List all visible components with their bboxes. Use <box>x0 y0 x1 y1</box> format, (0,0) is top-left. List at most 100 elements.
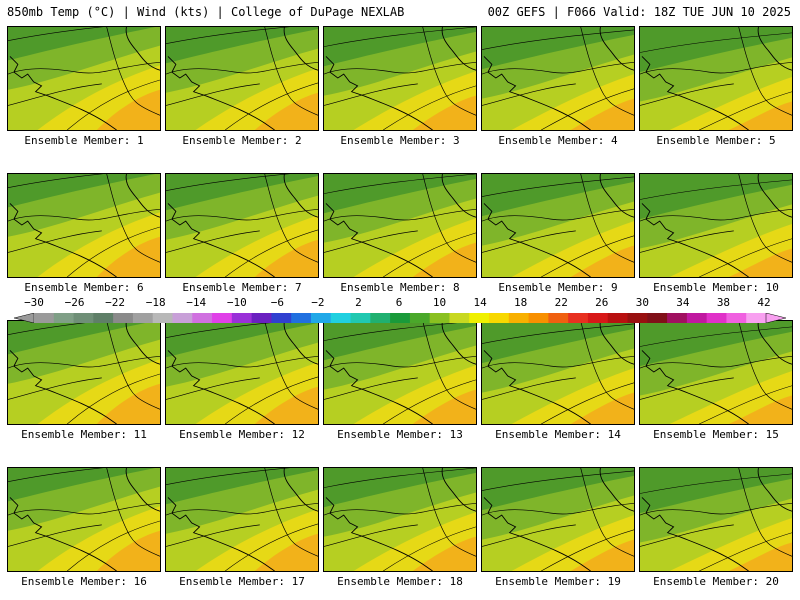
colorbar-segment <box>489 313 510 323</box>
colorbar-segment <box>627 313 648 323</box>
ensemble-map-panel <box>165 26 319 131</box>
colorbar-segment <box>271 313 292 323</box>
colorbar-right-arrow <box>765 312 787 324</box>
colorbar-tick-label: −26 <box>64 296 85 309</box>
colorbar-tick-label: 14 <box>473 296 487 309</box>
ensemble-member-label: Ensemble Member: 3 <box>340 134 460 147</box>
colorbar-segment <box>409 313 431 323</box>
ensemble-member-label: Ensemble Member: 4 <box>498 134 618 147</box>
colorbar-segment <box>330 313 352 323</box>
ensemble-member-label: Ensemble Member: 15 <box>653 428 779 441</box>
colorbar-tick-label: 18 <box>514 296 528 309</box>
colorbar-segment <box>548 313 569 323</box>
ensemble-map-panel <box>323 467 477 572</box>
colorbar-segment <box>370 313 391 323</box>
ensemble-map-panel <box>639 26 793 131</box>
ensemble-member-label: Ensemble Member: 20 <box>653 575 779 588</box>
ensemble-member-label: Ensemble Member: 9 <box>498 281 618 294</box>
colorbar-left-arrow <box>13 312 35 324</box>
colorbar-segment <box>568 313 589 323</box>
colorbar-segment <box>587 313 609 323</box>
colorbar-tick-label: −18 <box>145 296 166 309</box>
ensemble-map-panel <box>481 173 635 278</box>
colorbar-segment <box>528 313 549 323</box>
ensemble-member-label: Ensemble Member: 7 <box>182 281 302 294</box>
map-title: 850mb Temp (°C) | Wind (kts) | College o… <box>7 5 405 19</box>
colorbar-segment <box>113 313 134 323</box>
colorbar-tick-label: −30 <box>24 296 44 309</box>
colorbar-tick-label: −2 <box>311 296 325 309</box>
ensemble-map-panel <box>165 320 319 425</box>
ensemble-member-label: Ensemble Member: 1 <box>24 134 144 147</box>
colorbar-tick-label: 2 <box>355 296 362 309</box>
ensemble-map-panel <box>7 26 161 131</box>
colorbar-segment <box>607 313 629 323</box>
colorbar-segment <box>390 313 411 323</box>
ensemble-map-panel <box>639 320 793 425</box>
ensemble-member-label: Ensemble Member: 2 <box>182 134 302 147</box>
colorbar-tick-label: −22 <box>105 296 126 309</box>
colorbar-tick-label: 30 <box>635 296 649 309</box>
ensemble-member-label: Ensemble Member: 11 <box>21 428 147 441</box>
colorbar-tick-label: 34 <box>676 296 690 309</box>
colorbar-segment <box>132 313 154 323</box>
ensemble-map-panel <box>323 320 477 425</box>
ensemble-map-panel <box>165 173 319 278</box>
colorbar-tick-label: −6 <box>270 296 284 309</box>
colorbar-segment <box>429 313 450 323</box>
colorbar-segment <box>212 313 233 323</box>
colorbar-segment <box>152 313 173 323</box>
temperature-colorbar <box>13 308 787 324</box>
ensemble-map-panel <box>7 320 161 425</box>
ensemble-member-label: Ensemble Member: 13 <box>337 428 463 441</box>
colorbar-segment <box>310 313 332 323</box>
colorbar-segment <box>746 313 767 323</box>
ensemble-member-label: Ensemble Member: 5 <box>656 134 776 147</box>
ensemble-map-panel <box>639 173 793 278</box>
colorbar-tick-label: 6 <box>395 296 403 309</box>
colorbar-segment <box>34 313 55 323</box>
colorbar-tick-label: −10 <box>226 296 247 309</box>
ensemble-map-panel <box>323 26 477 131</box>
ensemble-map-panel <box>639 467 793 572</box>
colorbar-segment <box>508 313 530 323</box>
ensemble-member-label: Ensemble Member: 18 <box>337 575 463 588</box>
colorbar-tick-label: 22 <box>554 296 568 309</box>
colorbar-tick-label: 10 <box>432 296 447 309</box>
ensemble-map-panel <box>481 320 635 425</box>
colorbar-segment <box>726 313 747 323</box>
colorbar-tick-label: 38 <box>716 296 731 309</box>
ensemble-map-panel <box>7 467 161 572</box>
ensemble-map-panel <box>323 173 477 278</box>
colorbar-segment <box>647 313 668 323</box>
colorbar-segment <box>686 313 708 323</box>
ensemble-map-panel <box>165 467 319 572</box>
colorbar-segment <box>706 313 727 323</box>
ensemble-member-label: Ensemble Member: 16 <box>21 575 147 588</box>
colorbar-tick-label: 42 <box>757 296 771 309</box>
ensemble-member-label: Ensemble Member: 8 <box>340 281 460 294</box>
colorbar-segment <box>192 313 213 323</box>
ensemble-member-label: Ensemble Member: 19 <box>495 575 621 588</box>
ensemble-map-panel <box>481 26 635 131</box>
colorbar-segment <box>231 313 253 323</box>
colorbar-segment <box>172 313 193 323</box>
colorbar-segment <box>251 313 272 323</box>
colorbar-segment <box>449 313 470 323</box>
valid-time-label: 00Z GEFS | F066 Valid: 18Z TUE JUN 10 20… <box>487 5 791 19</box>
colorbar-segment <box>350 313 371 323</box>
colorbar-segment <box>93 313 114 323</box>
ensemble-member-label: Ensemble Member: 17 <box>179 575 305 588</box>
ensemble-member-label: Ensemble Member: 6 <box>24 281 144 294</box>
ensemble-map-panel <box>481 467 635 572</box>
ensemble-member-label: Ensemble Member: 10 <box>653 281 779 294</box>
ensemble-member-label: Ensemble Member: 14 <box>495 428 621 441</box>
colorbar-segment <box>667 313 688 323</box>
colorbar-tick-label: −14 <box>186 296 207 309</box>
colorbar-segment <box>73 313 94 323</box>
colorbar-segment <box>53 313 75 323</box>
colorbar-segment <box>469 313 490 323</box>
ensemble-map-panel <box>7 173 161 278</box>
colorbar-tick-label: 26 <box>595 296 609 309</box>
ensemble-member-label: Ensemble Member: 12 <box>179 428 305 441</box>
